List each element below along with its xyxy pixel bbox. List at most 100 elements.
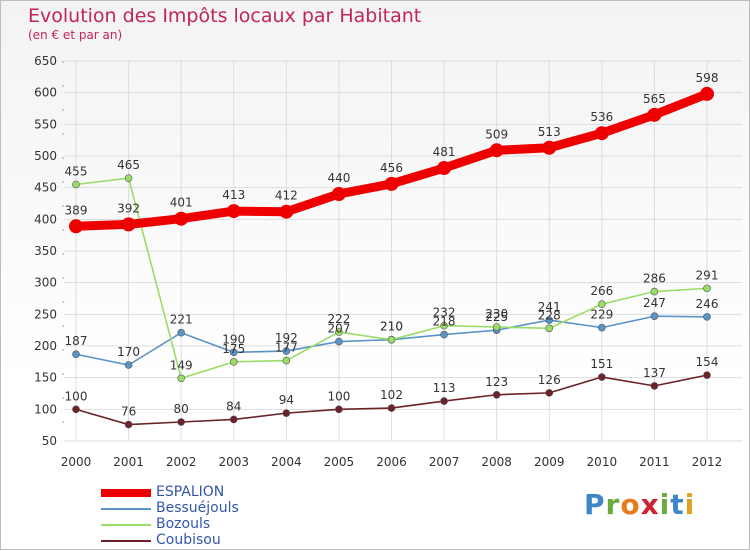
logo-letter: i [684,488,696,521]
data-label: 126 [538,373,561,387]
y-tick-label: 250 [34,307,57,321]
legend-swatch [101,524,151,526]
legend-label: Coubisou [156,532,221,548]
data-point [229,348,238,357]
y-tick-label: 550 [34,117,57,131]
y-tick-label: 600 [34,86,57,100]
data-label: 210 [380,320,403,334]
data-point [440,321,448,330]
data-label: 229 [590,308,613,322]
data-label: 210 [380,320,403,334]
x-tick-label: 2012 [692,455,723,469]
data-point [177,418,185,426]
data-label: 232 [433,306,456,320]
data-label: 247 [643,296,666,310]
data-point [282,356,291,365]
data-label: 413 [222,188,245,202]
data-label: 598 [696,71,719,85]
y-tick-label: 100 [34,402,57,416]
logo-letter: o [620,488,641,521]
data-point [598,373,606,381]
data-point [489,143,504,158]
data-point [650,312,659,321]
data-point [650,382,659,390]
data-label: 392 [117,201,140,215]
x-tick-label: 2008 [481,455,512,469]
x-tick-label: 2011 [639,455,670,469]
data-label: 207 [327,322,350,336]
data-point [282,409,291,417]
data-point [124,361,133,369]
data-label: 241 [538,300,561,314]
data-point [121,217,136,232]
x-tick-label: 2001 [113,455,144,469]
data-labels: 187 170 221 190 192 207 210 218 225 241 229 247 246 4… [65,71,719,419]
data-point [124,174,133,182]
x-tick-label: 2009 [534,455,565,469]
data-point [387,335,396,344]
legend-swatch [101,540,151,542]
data-label: 177 [275,341,298,355]
data-label: 218 [433,315,456,329]
y-tick-label: 450 [34,181,57,195]
y-tick-label: 150 [34,371,57,385]
data-point [542,140,557,155]
data-point [700,86,714,101]
data-point [440,397,448,405]
logo-letter: r [605,488,621,521]
data-label: 151 [590,357,613,371]
series-layer [69,86,714,429]
data-label: 465 [117,158,140,172]
data-label: 192 [275,331,298,345]
legend-label: Bozouls [156,516,211,532]
proxiti-logo: Proxiti [584,488,695,521]
x-tick-label: 2002 [166,455,197,469]
x-tick-label: 2004 [271,455,302,469]
data-point [335,405,343,414]
logo-letter: x [640,488,660,521]
x-tick-label: 2007 [429,455,460,469]
legend-item: Bessuéjouls [101,500,301,517]
y-tick-label: 400 [34,212,57,226]
chart-legend: ESPALION Bessuéjouls Bozouls Coubisou [101,484,301,549]
data-point [492,323,501,331]
data-label: 389 [65,203,88,217]
data-label: 291 [696,268,719,282]
data-label: 230 [485,307,508,321]
logo-letter: t [670,488,685,521]
data-point [335,337,343,346]
chart-subtitle: (en € et par an) [28,28,123,42]
data-label: 455 [65,165,88,179]
data-point [384,176,399,191]
data-point [545,324,554,333]
data-point [174,211,189,226]
data-point [279,204,294,219]
data-point [594,126,609,141]
legend-item: Bozouls [101,516,301,533]
data-label: 228 [538,308,561,322]
y-tick-label: 350 [34,244,57,258]
data-label: 286 [643,272,666,286]
grid-lines [64,60,742,442]
data-point [331,187,346,201]
data-point [177,374,185,383]
data-point [598,300,606,309]
legend-item: Coubisou [101,532,301,549]
data-point [226,204,241,219]
data-label: 170 [117,345,140,359]
data-label: 509 [485,127,508,141]
x-tick-label: 2005 [324,455,355,469]
data-point [492,390,501,399]
x-tick-label: 2000 [61,455,92,469]
data-label: 190 [222,332,245,346]
data-label: 187 [65,334,88,348]
data-point [598,323,606,332]
data-label: 100 [327,389,350,403]
data-label: 94 [279,393,294,407]
data-label: 246 [696,297,719,311]
x-tick-label: 2010 [587,455,618,469]
data-point [387,404,396,412]
data-point [229,415,238,424]
legend-item: ESPALION [101,484,301,501]
